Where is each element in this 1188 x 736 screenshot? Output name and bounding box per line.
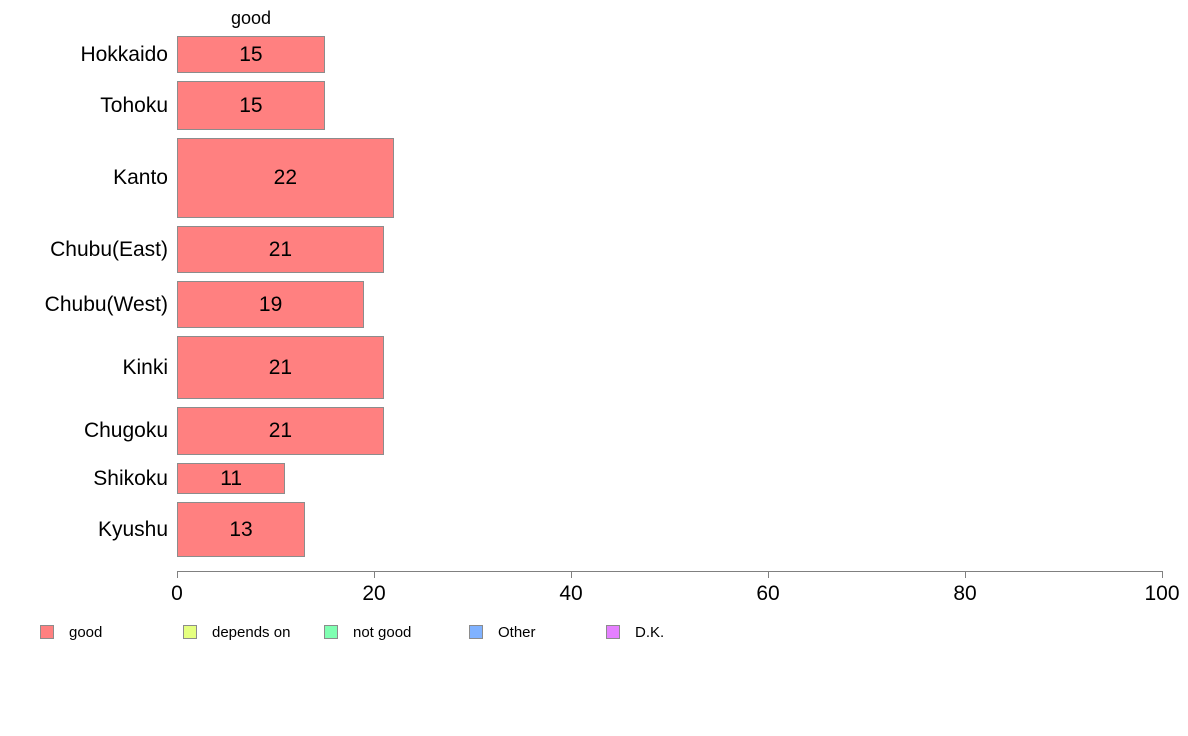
x-axis-tick: [177, 571, 178, 578]
bar-kanto: 22: [177, 138, 394, 218]
x-axis-tick-label: 0: [171, 582, 183, 605]
legend-item-not-good: not good: [324, 622, 411, 642]
bar-tohoku: 15: [177, 81, 325, 130]
category-label: Kyushu: [97, 517, 168, 541]
x-axis-tick: [965, 571, 966, 578]
legend-swatch-icon: [183, 625, 197, 639]
chart-title: good: [230, 8, 272, 28]
legend-item-good: good: [40, 622, 102, 642]
legend-label: not good: [353, 623, 412, 641]
x-axis-tick-label: 100: [1144, 582, 1180, 605]
bar-chugoku: 21: [177, 407, 384, 455]
x-axis-tick: [1162, 571, 1163, 578]
x-axis-tick: [571, 571, 572, 578]
bar-value-label: 21: [268, 355, 293, 379]
legend-item-d-k-: D.K.: [606, 622, 664, 642]
legend-swatch-icon: [469, 625, 483, 639]
bar-value-label: 22: [273, 166, 298, 189]
category-label: Hokkaido: [80, 42, 168, 66]
bar-value-label: 15: [239, 93, 263, 117]
x-axis-tick-label: 60: [756, 582, 780, 605]
legend-label: depends on: [212, 623, 291, 641]
category-label: Chubu(West): [44, 292, 168, 316]
x-axis-tick-label: 40: [559, 582, 583, 605]
bar-value-label: 13: [229, 517, 253, 541]
legend-item-other: Other: [469, 622, 536, 642]
x-axis-line: [177, 571, 1162, 572]
bar-value-label: 21: [268, 237, 293, 261]
category-label: Kanto: [113, 166, 168, 189]
bar-value-label: 21: [268, 419, 293, 442]
legend-swatch-icon: [40, 625, 54, 639]
legend-label: Other: [498, 623, 536, 641]
legend-swatch-icon: [324, 625, 338, 639]
x-axis-tick-label: 20: [362, 582, 386, 605]
category-label: Chubu(East): [50, 237, 168, 261]
legend-swatch-icon: [606, 625, 620, 639]
bar-chubu-east-: 21: [177, 226, 384, 273]
legend-label: D.K.: [635, 623, 665, 641]
category-label: Chugoku: [83, 419, 168, 442]
bar-value-label: 15: [239, 42, 263, 66]
x-axis-tick-label: 80: [953, 582, 977, 605]
bar-kinki: 21: [177, 336, 384, 399]
bar-value-label: 11: [220, 466, 243, 490]
bar-value-label: 19: [258, 292, 283, 316]
bar-hokkaido: 15: [177, 36, 325, 73]
x-axis-tick: [768, 571, 769, 578]
category-label: Tohoku: [100, 93, 168, 117]
legend-item-depends-on: depends on: [183, 622, 290, 642]
x-axis-tick: [374, 571, 375, 578]
bar-kyushu: 13: [177, 502, 306, 557]
bar-shikoku: 11: [177, 463, 286, 494]
category-label: Shikoku: [93, 466, 168, 490]
bar-chubu-west-: 19: [177, 281, 365, 328]
category-label: Kinki: [122, 355, 168, 379]
legend-label: good: [69, 623, 103, 641]
